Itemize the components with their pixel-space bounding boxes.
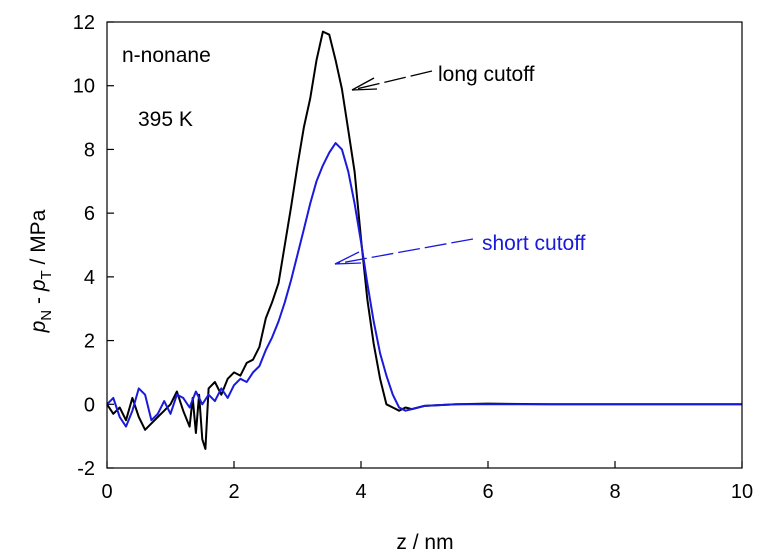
y-tick-label: 10 [73, 76, 95, 98]
annotation-short-cutoff: short cutoff [482, 232, 586, 255]
series-line-long-cutoff [106, 30, 742, 450]
annotation-long-cutoff: long cutoff [438, 63, 535, 86]
axis-ticks: 0 2 4 6 8 10 -2 0 2 4 6 8 10 12 [73, 12, 753, 503]
y-tick-label: 12 [73, 12, 95, 34]
x-tick-label: 2 [228, 481, 239, 503]
series-line-short-cutoff [106, 142, 742, 428]
y-tick-label: -2 [77, 458, 95, 480]
annotation-substance: n-nonane [122, 44, 211, 67]
plot-frame [106, 21, 743, 469]
y-tick-label: 6 [84, 203, 95, 225]
series-layer [106, 30, 742, 450]
short-cutoff-arrow [334, 238, 474, 265]
x-tick-label: 4 [355, 481, 366, 503]
long-cutoff-arrow [351, 70, 433, 91]
y-tick-label: 8 [84, 139, 95, 161]
x-tick-label: 8 [609, 481, 620, 503]
y-tick-label: 0 [84, 394, 95, 416]
x-axis-title: z / nm [396, 531, 453, 554]
x-tick-label: 10 [731, 481, 753, 503]
y-tick-label: 2 [84, 331, 95, 353]
y-tick-label: 4 [84, 267, 95, 289]
x-tick-label: 0 [101, 481, 112, 503]
annotation-temperature: 395 K [138, 108, 193, 131]
y-axis-title: pN - pT / MPa [27, 209, 55, 333]
x-tick-label: 6 [482, 481, 493, 503]
